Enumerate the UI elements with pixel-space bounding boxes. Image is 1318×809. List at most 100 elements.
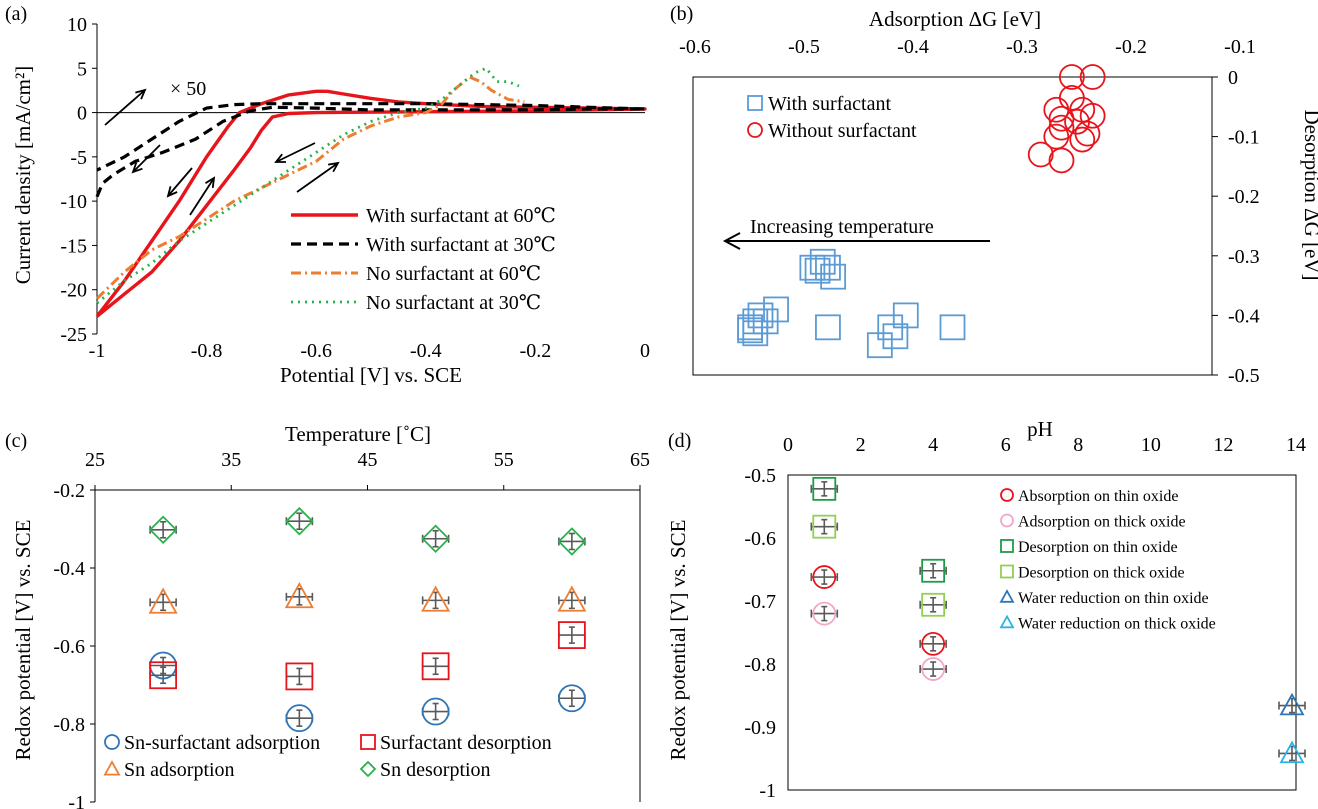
- error-bar-c: [149, 593, 177, 612]
- error-bar-d: [919, 636, 947, 652]
- x-axis-label-d: pH: [1027, 417, 1053, 441]
- legend-label-c: Sn desorption: [380, 759, 491, 781]
- error-bar-d: [810, 569, 839, 585]
- data-point-d: [921, 558, 946, 583]
- arrow-a: [296, 161, 340, 193]
- x-tick-label-a: -0.2: [520, 340, 552, 362]
- arrow-shaft: [189, 177, 215, 216]
- panel-label-d: (d): [668, 430, 691, 452]
- error-bar-c: [558, 689, 586, 708]
- legend-marker-c: [359, 760, 377, 778]
- legend-marker-d: [1000, 539, 1014, 553]
- x-tick-label-d: 4: [928, 434, 938, 456]
- legend-label-d: Desorption on thin oxide: [1018, 539, 1178, 556]
- legend-label-c: Sn-surfactant adsorption: [124, 732, 320, 754]
- data-point-c: [421, 652, 450, 681]
- legend-label-d: Adsorption on thick oxide: [1018, 514, 1186, 531]
- data-point-b: [1069, 126, 1096, 153]
- data-point-c: [421, 524, 450, 554]
- data-point-c: [148, 587, 178, 614]
- x-tick-label-c: 25: [85, 449, 105, 471]
- error-bar-d: [919, 562, 947, 579]
- legend-label-a: With surfactant at 60℃: [366, 205, 556, 227]
- data-point-d: [812, 476, 837, 501]
- legend-label-a: No surfactant at 60℃: [366, 263, 541, 285]
- legend-label-d: Water reduction on thin oxide: [1018, 590, 1209, 607]
- data-point-b: [809, 248, 836, 275]
- data-point-d: [1279, 740, 1305, 764]
- x-tick-label-b: -0.4: [897, 36, 929, 58]
- y-tick-label-c: -0.2: [53, 480, 85, 502]
- y-tick-label-b: -0.5: [1228, 365, 1260, 387]
- error-bar-c: [558, 626, 586, 644]
- plot-frame-d: [787, 474, 1297, 791]
- y-tick-label-c: -0.6: [53, 636, 85, 658]
- data-point-c: [284, 582, 314, 609]
- data-point-b: [882, 323, 909, 350]
- x-tick-label-a: -1: [89, 340, 106, 362]
- error-bar-d: [810, 481, 839, 497]
- y-tick-label-d: -0.9: [744, 717, 776, 739]
- y-axis-label-c: Redox potential [V] vs. SCE: [11, 520, 35, 761]
- arrow-head: [327, 161, 340, 173]
- arrow-head: [135, 88, 147, 100]
- data-point-c: [557, 527, 587, 556]
- legend-marker-c: [360, 734, 376, 750]
- x-tick-label-b: -0.1: [1224, 36, 1256, 58]
- data-point-c: [148, 515, 178, 545]
- legend-label-c: Surfactant desorption: [380, 732, 552, 754]
- arrow-shaft: [296, 162, 339, 193]
- arrow-shaft: [132, 144, 161, 173]
- legend-label-a: With surfactant at 30℃: [366, 234, 556, 256]
- arrow-shaft: [167, 167, 193, 197]
- x-axis-label-a: Potential [V] vs. SCE: [280, 363, 462, 387]
- data-point-d: [1279, 692, 1305, 716]
- error-bar-c: [285, 667, 314, 686]
- data-point-b: [866, 332, 893, 359]
- series-line-a: [95, 102, 647, 198]
- x-tick-label-c: 55: [494, 449, 514, 471]
- series-line-a: [96, 66, 520, 305]
- data-point-b: [1043, 123, 1070, 150]
- data-point-b: [815, 254, 841, 281]
- error-bar-c: [149, 520, 177, 539]
- error-bar-c: [421, 529, 450, 548]
- x-tick-label-b: -0.3: [1006, 36, 1038, 58]
- data-point-d: [921, 592, 946, 617]
- data-point-b: [737, 314, 763, 341]
- data-point-b: [1079, 102, 1106, 129]
- error-bar-d: [919, 661, 947, 677]
- legend-marker-b: [747, 95, 763, 111]
- data-point-d: [812, 565, 837, 589]
- temperature-arrow-head: [722, 232, 741, 250]
- x-tick-label-a: 0: [640, 340, 650, 362]
- data-point-b: [1048, 105, 1075, 132]
- data-point-c: [285, 506, 314, 536]
- legend-marker-d: [1000, 488, 1014, 502]
- legend-marker-d: [1000, 564, 1014, 579]
- x-tick-label-c: 45: [358, 449, 378, 471]
- legend-marker-c: [103, 760, 121, 776]
- arrow-a: [104, 88, 147, 126]
- y-tick-label-c: -0.8: [53, 714, 85, 736]
- arrow-head: [204, 176, 216, 189]
- y-tick-label-a: -25: [60, 324, 87, 346]
- data-point-b: [804, 257, 831, 284]
- y-axis-label-a: Current density [mA/cm²]: [11, 66, 35, 285]
- legend-label-c: Sn adsorption: [124, 759, 235, 781]
- data-point-d: [921, 631, 946, 656]
- x-tick-label-c: 35: [221, 449, 241, 471]
- legend-label-b: Without surfactant: [768, 120, 917, 142]
- x-tick-label-a: -0.4: [410, 340, 442, 362]
- error-bar-c: [285, 588, 314, 606]
- y-tick-label-d: -1: [759, 780, 776, 802]
- data-point-b: [1074, 120, 1101, 147]
- legend-marker-b: [747, 122, 763, 138]
- arrow-head: [274, 153, 287, 163]
- data-point-c: [421, 585, 451, 612]
- x-tick-label-d: 6: [1001, 434, 1011, 456]
- error-bar-c: [421, 702, 450, 721]
- y-tick-label-c: -1: [68, 792, 85, 809]
- y-axis-label-d: Redox potential [V] vs. SCE: [666, 520, 690, 761]
